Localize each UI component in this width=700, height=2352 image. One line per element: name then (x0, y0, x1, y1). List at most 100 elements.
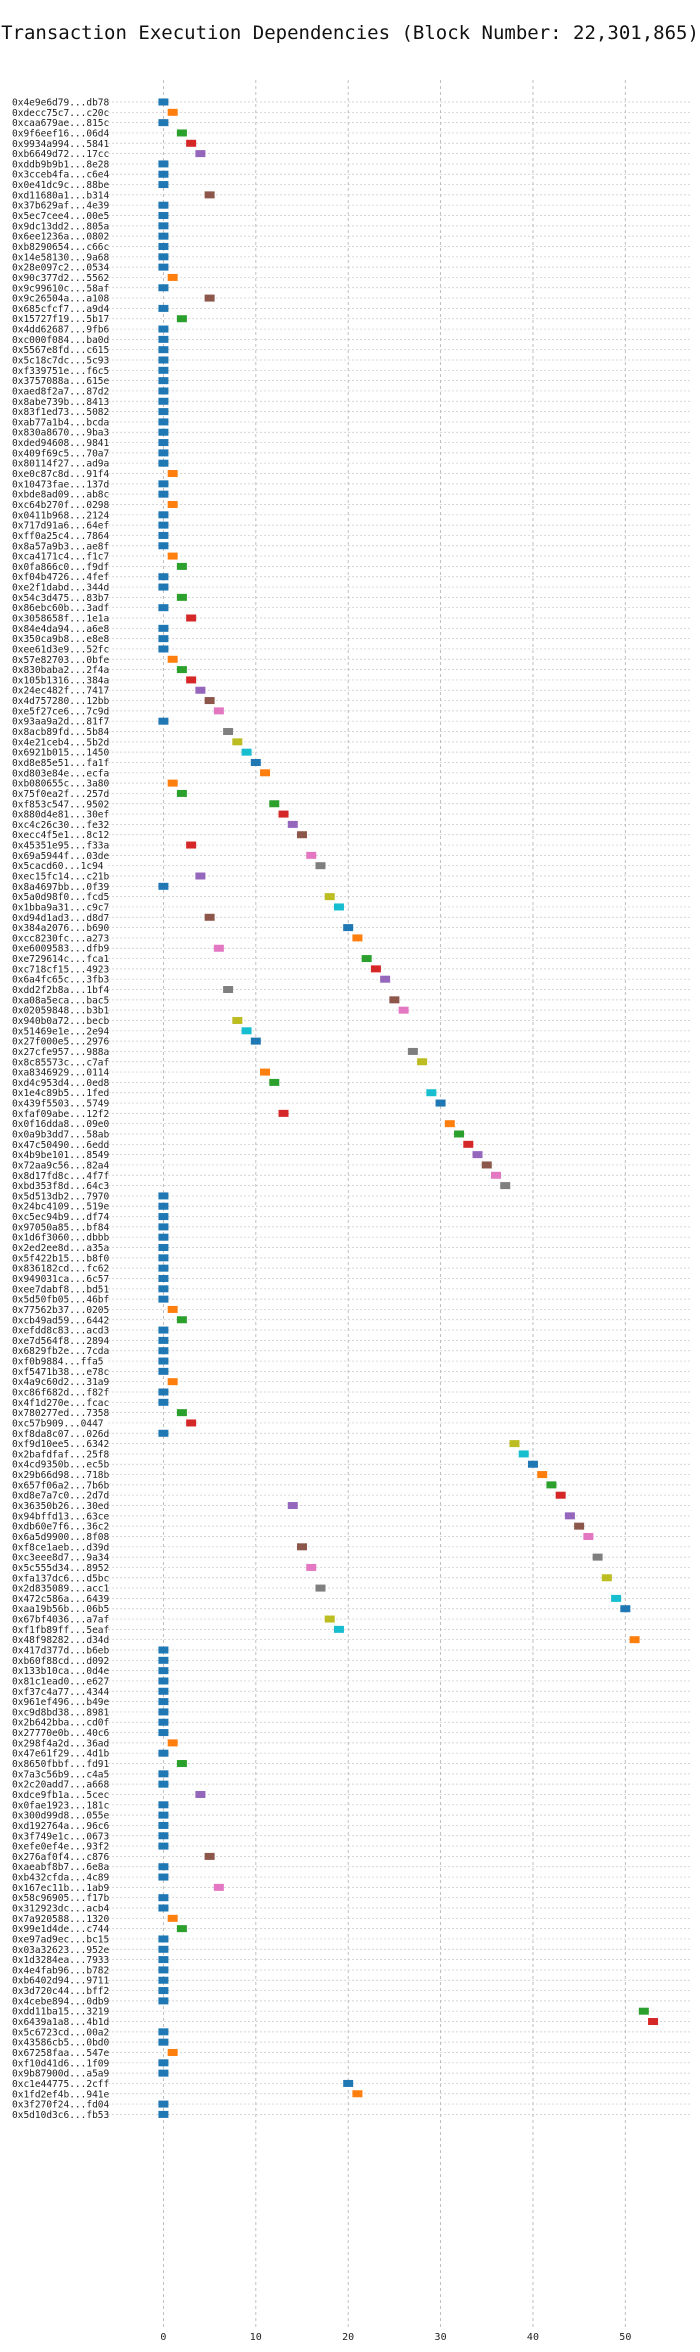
y-tick-label: 0x2ed2ee8d...a35a (12, 1243, 109, 1254)
y-tick-label: 0xc5ec94b9...df74 (12, 1212, 110, 1223)
y-tick-label: 0xd8e7a7c0...2d7d (12, 1491, 109, 1502)
y-tick-label: 0xe5f27ce6...7c9d (12, 706, 109, 717)
data-point (278, 810, 289, 818)
data-point (629, 1636, 640, 1644)
data-point (167, 1739, 178, 1747)
y-tick-label: 0xaed8f2a7...87d2 (12, 386, 109, 397)
y-tick-label: 0x90c377d2...5562 (12, 273, 109, 284)
y-tick-label: 0x8d17fd8c...4f7f (12, 1171, 109, 1182)
data-point (555, 1491, 566, 1499)
y-tick-label: 0xf10d41d6...1f09 (12, 2058, 110, 2069)
y-tick-label: 0x80114f27...ad9a (12, 459, 109, 470)
y-tick-label: 0xfaf09abe...12f2 (12, 1109, 109, 1120)
data-point (158, 459, 169, 467)
y-tick-label: 0xdd2f2b8a...1bf4 (12, 985, 110, 996)
data-point (204, 191, 215, 199)
y-tick-label: 0x6a5d9900...8f08 (12, 1532, 110, 1543)
data-point (158, 2038, 169, 2046)
data-point (158, 624, 169, 632)
data-point (278, 1109, 289, 1117)
y-tick-label: 0x99e1d4de...c744 (12, 1924, 110, 1935)
data-point (158, 1966, 169, 1974)
y-tick-label: 0x5cacd60...1c94 (12, 861, 104, 872)
data-point (232, 1016, 243, 1024)
y-tick-label: 0x312923dc...acb4 (12, 1904, 110, 1915)
data-point (158, 1935, 169, 1943)
y-tick-label: 0xf339751e...f6c5 (12, 366, 109, 377)
data-point (213, 1883, 224, 1891)
data-point (195, 872, 206, 880)
y-tick-label: 0xb432cfda...4c89 (12, 1873, 110, 1884)
data-point (158, 583, 169, 591)
y-tick-label: 0x03a32623...952e (12, 1945, 110, 1956)
y-tick-label: 0x5d10d3c6...fb53 (12, 2110, 109, 2121)
y-tick-label: 0x350ca9b8...e8e8 (12, 634, 110, 645)
y-tick-label: 0xc000f084...ba0d (12, 335, 109, 346)
data-point (158, 1677, 169, 1685)
data-point (463, 1140, 474, 1148)
data-point (260, 769, 271, 777)
y-tick-label: 0x4e4fab96...b782 (12, 1965, 109, 1976)
y-tick-label: 0x2bafdfaf...25f8 (12, 1449, 110, 1460)
y-tick-label: 0xb6649d72...17cc (12, 149, 109, 160)
data-point (333, 1625, 344, 1633)
y-tick-label: 0x4f1d270e...fcac (12, 1398, 109, 1409)
data-point (167, 779, 178, 787)
y-tick-label: 0x961ef496...b49e (12, 1697, 110, 1708)
data-point (158, 1801, 169, 1809)
data-point (518, 1450, 529, 1458)
y-tick-label: 0x5d50fb05...46bf (12, 1295, 109, 1306)
y-tick-label: 0x0e41dc9c...88be (12, 180, 110, 191)
data-point (583, 1532, 594, 1540)
data-point (389, 996, 400, 1004)
data-point (158, 511, 169, 519)
data-point (186, 614, 197, 622)
y-tick-label: 0xd8e85e51...fa1f (12, 758, 109, 769)
y-tick-label: 0x28e097c2...0534 (12, 263, 110, 274)
y-tick-label: 0x72aa9c56...82a4 (12, 1160, 110, 1171)
data-point (176, 789, 187, 797)
y-tick-label: 0x300d99d8...055e (12, 1811, 110, 1822)
y-tick-label: 0x37b629af...4e39 (12, 201, 110, 212)
data-point (287, 820, 298, 828)
data-point (250, 1037, 261, 1045)
y-tick-label: 0xc718cf15...4923 (12, 964, 109, 975)
data-point (297, 1543, 307, 1551)
y-tick-label: 0x4e9e6d79...db78 (12, 98, 110, 109)
y-tick-label: 0x472c586a...6439 (12, 1594, 110, 1605)
y-tick-label: 0xe97ad9ec...bc15 (12, 1934, 109, 1945)
y-tick-label: 0x5567e8fd...c615 (12, 345, 109, 356)
data-point (223, 986, 234, 994)
x-tick-label: 50 (619, 2332, 631, 2343)
data-point (195, 1790, 206, 1798)
data-point (158, 521, 169, 529)
data-point (176, 129, 187, 137)
y-tick-label: 0xded94608...9841 (12, 438, 110, 449)
y-tick-label: 0xf8ce1aeb...d39d (12, 1542, 109, 1553)
y-tick-label: 0x2c20add7...a668 (12, 1780, 110, 1791)
data-point (315, 1584, 326, 1592)
data-point (158, 2110, 169, 2118)
data-point (158, 1729, 169, 1737)
y-tick-label: 0x29b66d98...718b (12, 1470, 110, 1481)
data-point (352, 934, 363, 942)
y-tick-label: 0x4a9c60d2...31a9 (12, 1377, 110, 1388)
y-tick-label: 0x439f5503...5749 (12, 1099, 110, 1110)
data-point (158, 439, 169, 447)
data-point (167, 470, 178, 478)
y-tick-label: 0xb60f88cd...d092 (12, 1656, 109, 1667)
y-tick-label: 0xa08a5eca...bac5 (12, 995, 109, 1006)
y-tick-label: 0xcaa679ae...815c (12, 118, 109, 129)
y-tick-label: 0x0f16dda8...09e0 (12, 1119, 110, 1130)
y-tick-label: 0x1d6f3060...dbbb (12, 1233, 110, 1244)
data-point (158, 1997, 169, 2005)
data-point (158, 1233, 169, 1241)
y-tick-label: 0x949031ca...6c57 (12, 1274, 109, 1285)
data-point (158, 542, 169, 550)
data-point (343, 2079, 354, 2087)
y-tick-label: 0xefdd8c83...acd3 (12, 1326, 109, 1337)
x-tick-label: 30 (435, 2332, 447, 2343)
data-point (500, 1182, 511, 1190)
y-tick-label: 0x54c3d475...83b7 (12, 593, 109, 604)
data-point (592, 1553, 603, 1561)
